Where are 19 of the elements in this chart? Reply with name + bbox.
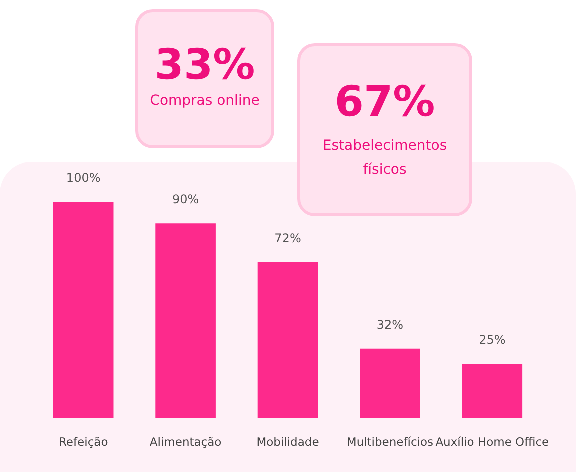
bar: [53, 202, 114, 418]
bar: [258, 262, 318, 418]
x-tick-label: Refeição: [58, 435, 108, 449]
data-label: 25%: [479, 333, 506, 347]
bar: [462, 364, 523, 418]
x-tick-label: Multibenefícios: [346, 435, 434, 449]
x-tick-label: Alimentação: [150, 435, 222, 449]
data-label: 32%: [376, 318, 404, 332]
text: Compras online: [150, 93, 260, 109]
x-tick-label: Auxílio Home Office: [436, 435, 550, 449]
data-label: 90%: [172, 192, 200, 207]
bar: [156, 224, 216, 418]
bar: [360, 348, 420, 418]
text: 67%: [334, 77, 436, 126]
x-tick-label: Mobilidade: [256, 435, 320, 449]
data-label: 100%: [66, 171, 101, 185]
text: 33%: [154, 40, 256, 89]
data-label: 72%: [274, 231, 302, 246]
text: Estabelecimentos físicos: [322, 138, 448, 178]
